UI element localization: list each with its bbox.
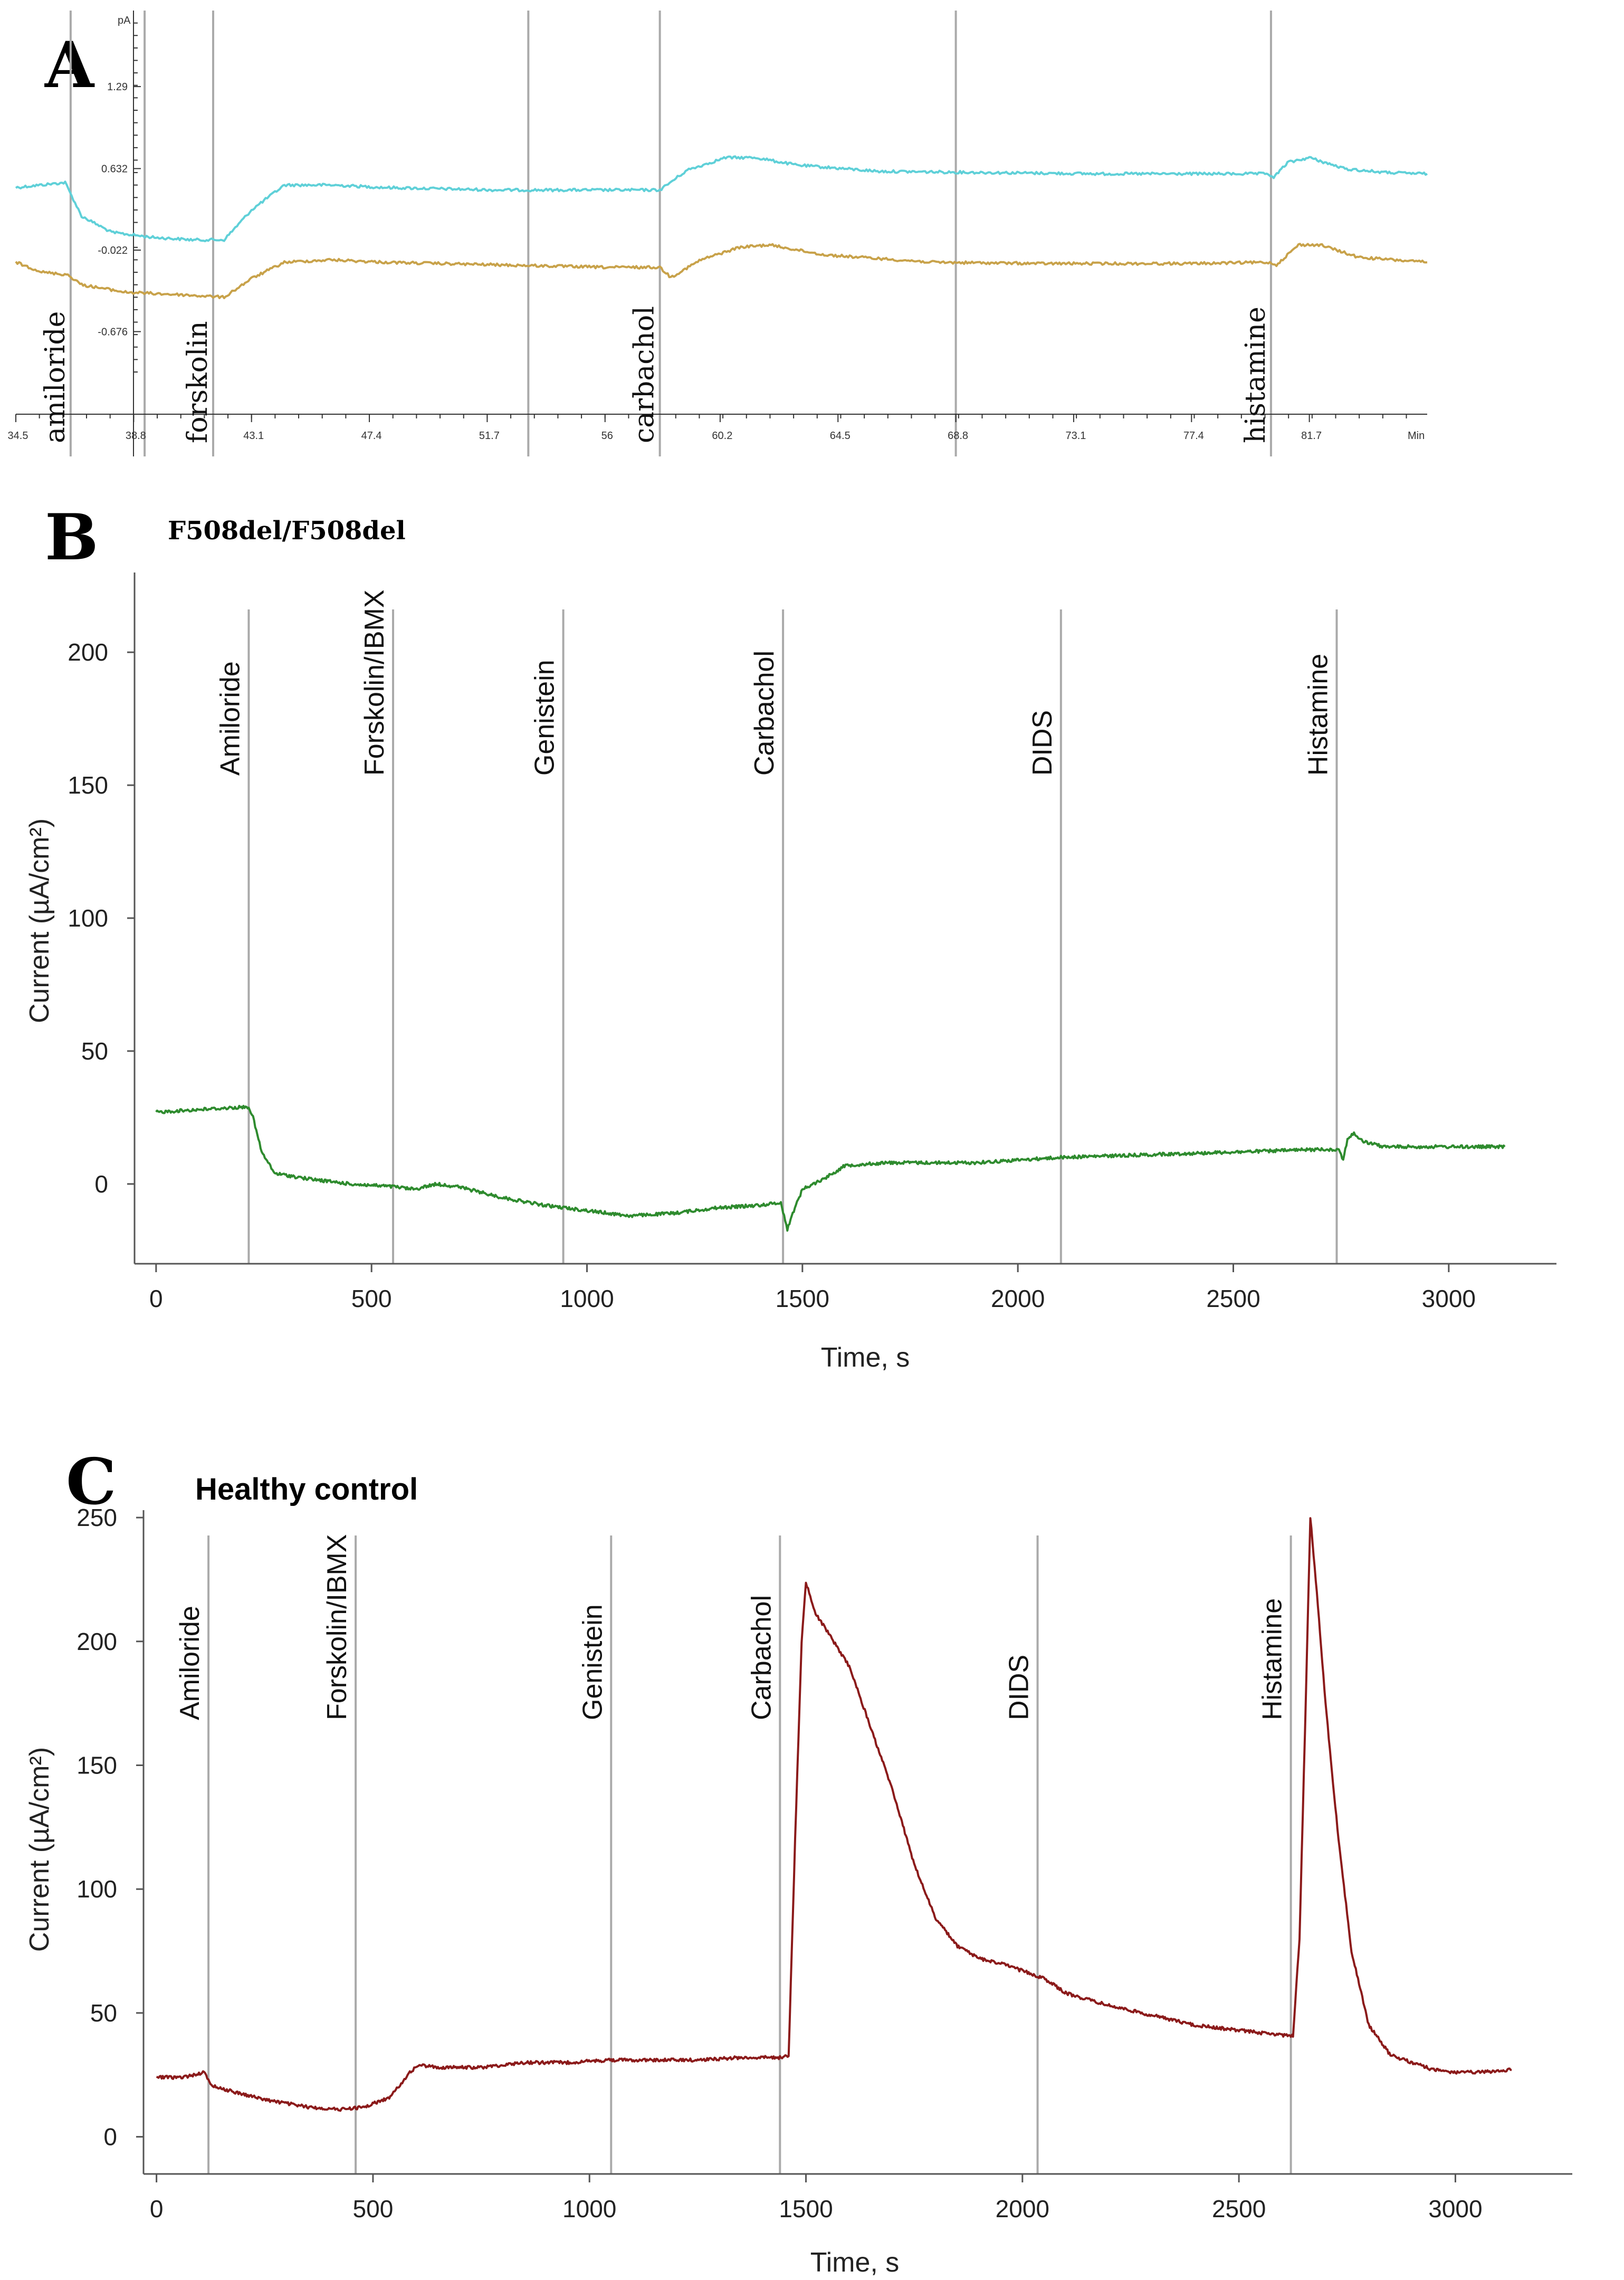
- panel-b-y-tick-label: 100: [68, 904, 108, 932]
- panel-c-x-label: Time, s: [810, 2247, 900, 2278]
- panel-b-x-ticks: 0 500 1000 1500 2000 2500 3000: [149, 1264, 1476, 1312]
- panel-a-x-tick-label: 56: [601, 430, 613, 442]
- panel-c-traces: [156, 1517, 1512, 2112]
- panel-c-event-label: Histamine: [1257, 1598, 1288, 1720]
- panel-b-event-label: Forskolin/IBMX: [359, 589, 390, 776]
- panel-a-x-tick-label: 34.5: [8, 430, 28, 442]
- panel-a-event-label: forskolin: [182, 321, 214, 443]
- panel-c-event-label: DIDS: [1004, 1655, 1035, 1720]
- panel-b-event-label: Amiloride: [215, 661, 245, 776]
- panel-a-x-tick-label: 38.8: [126, 430, 146, 442]
- panel-b-y-label: Current (µA/cm²): [24, 818, 55, 1023]
- panel-b-x-tick-label: 1500: [776, 1285, 829, 1312]
- panel-a-x-tick-label: 47.4: [361, 430, 382, 442]
- panel-b-x-tick-label: 3000: [1422, 1285, 1476, 1312]
- panel-b-x-tick-label: 2000: [991, 1285, 1045, 1312]
- panel-c-x-tick-label: 1000: [562, 2195, 616, 2222]
- panel-c-y-label: Current (µA/cm²): [24, 1747, 55, 1952]
- panel-c-y-tick-label: 100: [77, 1875, 117, 1903]
- panel-a-trace-1: [15, 155, 1428, 243]
- panel-c: C Healthy control Amiloride Forskolin/IBM…: [24, 1445, 1572, 2278]
- panel-a-x-tick-label: 77.4: [1183, 430, 1204, 442]
- panel-c-event-label: Genistein: [577, 1604, 608, 1720]
- panel-a-x-tick-label: 64.5: [830, 430, 851, 442]
- panel-a-y-tick-label: 1.29: [107, 81, 128, 93]
- panel-c-event-label: Forskolin/IBMX: [322, 1534, 352, 1720]
- panel-b-y-ticks: 0 50 100 150 200: [68, 638, 135, 1198]
- panel-c-y-tick-label: 50: [90, 1999, 117, 2027]
- panel-a-y-ticks: 1.29 0.632 -0.022 -0.676: [98, 22, 141, 373]
- panel-c-event-label: Amiloride: [175, 1606, 205, 1720]
- panel-c-title: Healthy control: [195, 1472, 418, 1506]
- panel-c-y-tick-label: 200: [77, 1628, 117, 1655]
- panel-c-x-tick-label: 500: [353, 2195, 394, 2222]
- panel-b-x-tick-label: 2500: [1206, 1285, 1260, 1312]
- panel-b-trace: [155, 1104, 1506, 1232]
- panel-a-traces: [15, 155, 1428, 299]
- panel-c-x-tick-label: 2000: [996, 2195, 1049, 2222]
- panel-b-y-tick-label: 150: [68, 771, 108, 799]
- panel-c-x-tick-label: 3000: [1428, 2195, 1482, 2222]
- panel-c-x-tick-label: 2500: [1212, 2195, 1266, 2222]
- panel-c-y-tick-label: 250: [77, 1504, 117, 1531]
- panel-c-event-label: Carbachol: [746, 1595, 777, 1720]
- panel-b-y-tick-label: 50: [81, 1037, 108, 1065]
- panel-a-trace-2: [15, 243, 1428, 299]
- panel-a-event-lines: [69, 11, 1272, 456]
- panel-b: B F508del/F508del Amiloride Forskolin/IBM…: [24, 500, 1556, 1373]
- panel-a-event-labels: amiloride forskolin carbachol histamine: [40, 306, 1272, 443]
- panel-a-y-unit: pA: [118, 15, 131, 26]
- panel-b-event-label: DIDS: [1027, 710, 1058, 776]
- panel-a-y-tick-label: -0.676: [98, 326, 128, 338]
- panel-a-y-tick-label: 0.632: [101, 164, 128, 175]
- panel-c-trace: [156, 1517, 1512, 2112]
- panel-c-x-ticks: 0 500 1000 1500 2000 2500 3000: [150, 2174, 1483, 2222]
- panel-c-event-lines: Amiloride Forskolin/IBMX Genistein Carbacho…: [175, 1534, 1292, 2174]
- panel-a-event-label: amiloride: [40, 311, 71, 443]
- panel-c-y-tick-label: 0: [103, 2123, 117, 2151]
- panel-a-event-label: histamine: [1240, 307, 1272, 443]
- panel-c-y-tick-label: 150: [77, 1751, 117, 1779]
- panel-b-event-label: Histamine: [1303, 654, 1334, 776]
- panel-b-event-lines: Amiloride Forskolin/IBMX Genistein Carbacho…: [215, 589, 1338, 1264]
- panel-a-event-label: carbachol: [629, 306, 661, 443]
- panel-b-x-tick-label: 1000: [560, 1285, 614, 1312]
- panel-a-x-tick-label: 68.8: [948, 430, 968, 442]
- panel-b-y-tick-label: 0: [94, 1170, 108, 1198]
- panel-b-event-label: Genistein: [530, 660, 560, 776]
- panel-b-title: F508del/F508del: [168, 516, 406, 546]
- panel-b-y-tick-label: 200: [68, 638, 108, 666]
- panel-b-x-tick-label: 0: [149, 1285, 163, 1312]
- panel-a-x-tick-label: 81.7: [1301, 430, 1322, 442]
- panel-letter-b: B: [45, 500, 98, 575]
- panel-a-x-tick-label: 43.1: [243, 430, 264, 442]
- panel-b-traces: [155, 1104, 1506, 1232]
- panel-letter-c: C: [66, 1445, 117, 1519]
- panel-a-x-ticks: 34.5 38.8 43.1 47.4 51.7 56 60.2 64.5 68.8 73.1 77…: [8, 414, 1407, 442]
- panel-c-x-tick-label: 0: [150, 2195, 164, 2222]
- panel-a-y-tick-label: -0.022: [98, 245, 128, 256]
- panel-c-x-tick-label: 1500: [779, 2195, 833, 2222]
- panel-b-x-tick-label: 500: [351, 1285, 392, 1312]
- panel-b-event-label: Carbachol: [749, 651, 780, 776]
- panel-a-x-tick-label: 51.7: [479, 430, 500, 442]
- panel-a-x-tick-label: 60.2: [712, 430, 732, 442]
- panel-b-x-label: Time, s: [821, 1342, 910, 1373]
- panel-a-x-tick-label: 73.1: [1065, 430, 1086, 442]
- panel-a-x-unit: Min: [1408, 430, 1425, 442]
- panel-a: A pA Min 1.290.632-0.022-0.676 34.5 38.8 4…: [8, 11, 1428, 456]
- panel-c-y-ticks: 0 50 100 150 200 250: [77, 1504, 144, 2151]
